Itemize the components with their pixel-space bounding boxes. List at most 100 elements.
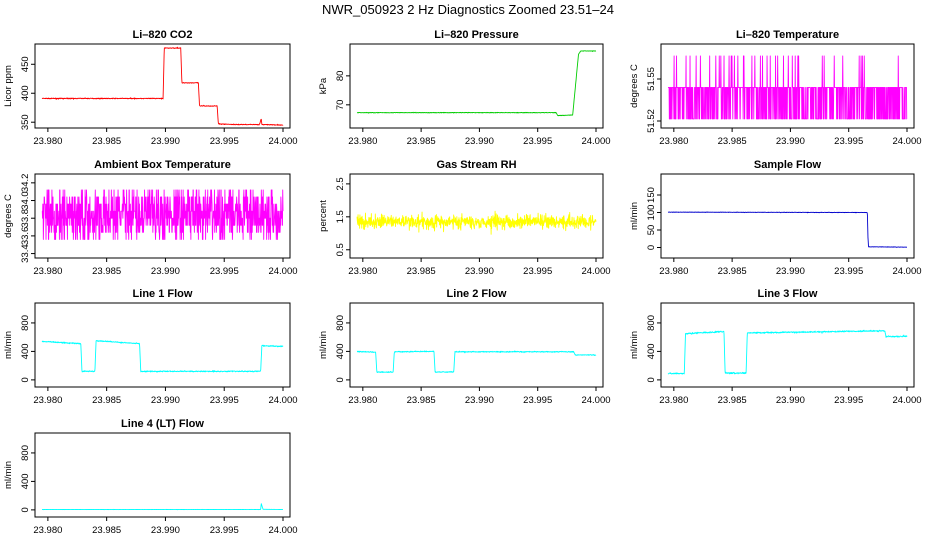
x-tick-label: 23.980 xyxy=(659,136,688,147)
y-tick-label: 80 xyxy=(335,71,346,82)
y-tick-label: 51.52 xyxy=(646,109,657,133)
x-tick-label: 23.980 xyxy=(348,136,377,147)
x-tick-label: 23.990 xyxy=(151,525,180,536)
plot-frame xyxy=(660,43,915,129)
chart-panel-10: Line 4 (LT) Flow 23.980 23.985 23.990 23.995… xyxy=(3,418,298,536)
x-tick-label: 23.990 xyxy=(151,395,180,406)
plot-frame xyxy=(34,302,291,388)
series-line xyxy=(41,339,284,373)
x-tick-label: 23.985 xyxy=(718,266,747,277)
chart-title: Li–820 CO2 xyxy=(133,29,193,41)
chart-panel-8: Line 2 Flow 23.980 23.985 23.990 23.995 24.00… xyxy=(318,288,611,406)
y-tick-label: 2.5 xyxy=(335,177,346,190)
y-tick-label: 33.8 xyxy=(20,209,31,228)
x-tick-label: 23.980 xyxy=(33,395,62,406)
x-tick-label: 23.985 xyxy=(718,395,747,406)
chart-panel-3: Li–820 Temperature 23.980 23.985 23.990 23.9… xyxy=(629,29,922,147)
y-tick-label: 33.4 xyxy=(20,244,31,263)
x-tick-label: 23.990 xyxy=(465,395,494,406)
y-tick-label: 1.5 xyxy=(335,210,346,223)
x-tick-label: 23.995 xyxy=(834,136,863,147)
y-tick-label: 800 xyxy=(335,315,346,331)
x-tick-label: 23.985 xyxy=(92,525,121,536)
x-tick-label: 23.990 xyxy=(151,266,180,277)
chart-panel-4: Ambient Box Temperature 23.980 23.985 23.99… xyxy=(3,159,298,277)
series-line xyxy=(667,329,908,375)
y-axis-label: degrees C xyxy=(629,64,640,108)
x-tick-label: 23.985 xyxy=(92,395,121,406)
y-tick-label: 400 xyxy=(335,343,346,359)
x-tick-label: 23.985 xyxy=(407,136,436,147)
x-tick-label: 23.995 xyxy=(523,395,552,406)
chart-title: Gas Stream RH xyxy=(436,159,516,171)
plot-frame xyxy=(349,173,604,259)
y-axis-label: degrees C xyxy=(3,194,14,238)
x-tick-label: 23.995 xyxy=(523,266,552,277)
chart-panel-1: Li–820 CO2 23.980 23.985 23.990 23.995 24.000… xyxy=(3,29,298,147)
y-axis-label: ml/min xyxy=(629,331,640,359)
y-tick-label: 34.2 xyxy=(20,174,31,193)
y-tick-label: 50 xyxy=(646,225,657,236)
chart-title: Line 2 Flow xyxy=(447,288,507,300)
x-tick-label: 24.000 xyxy=(581,395,610,406)
series-line xyxy=(356,210,597,235)
chart-title: Line 3 Flow xyxy=(758,288,818,300)
x-tick-label: 23.980 xyxy=(659,266,688,277)
figure-title: NWR_050923 2 Hz Diagnostics Zoomed 23.51… xyxy=(322,2,614,17)
x-tick-label: 23.980 xyxy=(659,395,688,406)
chart-title: Ambient Box Temperature xyxy=(94,159,231,171)
plot-frame xyxy=(34,432,291,518)
y-axis-label: percent xyxy=(318,200,329,232)
x-tick-label: 24.000 xyxy=(268,525,297,536)
y-tick-label: 34.0 xyxy=(20,191,31,210)
y-tick-label: 0 xyxy=(646,245,657,250)
chart-title: Line 1 Flow xyxy=(133,288,193,300)
y-tick-label: 400 xyxy=(20,343,31,359)
plot-frame xyxy=(34,43,291,129)
y-axis-label: ml/min xyxy=(318,331,329,359)
x-tick-label: 23.980 xyxy=(348,266,377,277)
x-tick-label: 23.995 xyxy=(834,266,863,277)
y-tick-label: 150 xyxy=(646,187,657,203)
y-axis-label: ml/min xyxy=(629,202,640,230)
y-tick-label: 800 xyxy=(646,315,657,331)
x-tick-label: 23.995 xyxy=(210,136,239,147)
x-tick-label: 23.985 xyxy=(718,136,747,147)
x-tick-label: 23.980 xyxy=(33,266,62,277)
chart-title: Line 4 (LT) Flow xyxy=(121,418,204,430)
x-tick-label: 24.000 xyxy=(892,266,921,277)
x-tick-label: 23.980 xyxy=(33,136,62,147)
y-tick-label: 400 xyxy=(20,473,31,489)
y-tick-label: 33.6 xyxy=(20,227,31,246)
y-tick-label: 450 xyxy=(20,56,31,72)
y-tick-label: 0 xyxy=(335,377,346,382)
y-tick-label: 70 xyxy=(335,100,346,111)
series-line xyxy=(41,503,284,511)
y-tick-label: 350 xyxy=(20,114,31,130)
x-tick-label: 23.985 xyxy=(92,136,121,147)
y-axis-label: ml/min xyxy=(3,331,14,359)
x-tick-label: 24.000 xyxy=(581,266,610,277)
x-tick-label: 24.000 xyxy=(581,136,610,147)
plot-frame xyxy=(660,302,915,388)
x-tick-label: 23.995 xyxy=(210,395,239,406)
plot-frame xyxy=(34,173,291,259)
x-tick-label: 23.985 xyxy=(407,395,436,406)
y-tick-label: 100 xyxy=(646,205,657,221)
x-tick-label: 24.000 xyxy=(268,266,297,277)
x-tick-label: 23.995 xyxy=(210,266,239,277)
chart-panel-2: Li–820 Pressure 23.980 23.985 23.990 23.995 2… xyxy=(318,29,611,147)
plot-frame xyxy=(349,43,604,129)
y-tick-label: 0 xyxy=(20,377,31,382)
y-tick-label: 0 xyxy=(646,377,657,382)
chart-panel-9: Line 3 Flow 23.980 23.985 23.990 23.995 24.00… xyxy=(629,288,922,406)
x-tick-label: 23.995 xyxy=(523,136,552,147)
x-tick-label: 23.980 xyxy=(33,525,62,536)
y-tick-label: 0 xyxy=(20,507,31,512)
y-tick-label: 400 xyxy=(646,343,657,359)
x-tick-label: 23.985 xyxy=(407,266,436,277)
chart-title: Li–820 Temperature xyxy=(736,29,839,41)
y-axis-label: Licor ppm xyxy=(3,65,14,107)
series-line xyxy=(41,189,284,240)
plot-frame xyxy=(660,173,915,259)
